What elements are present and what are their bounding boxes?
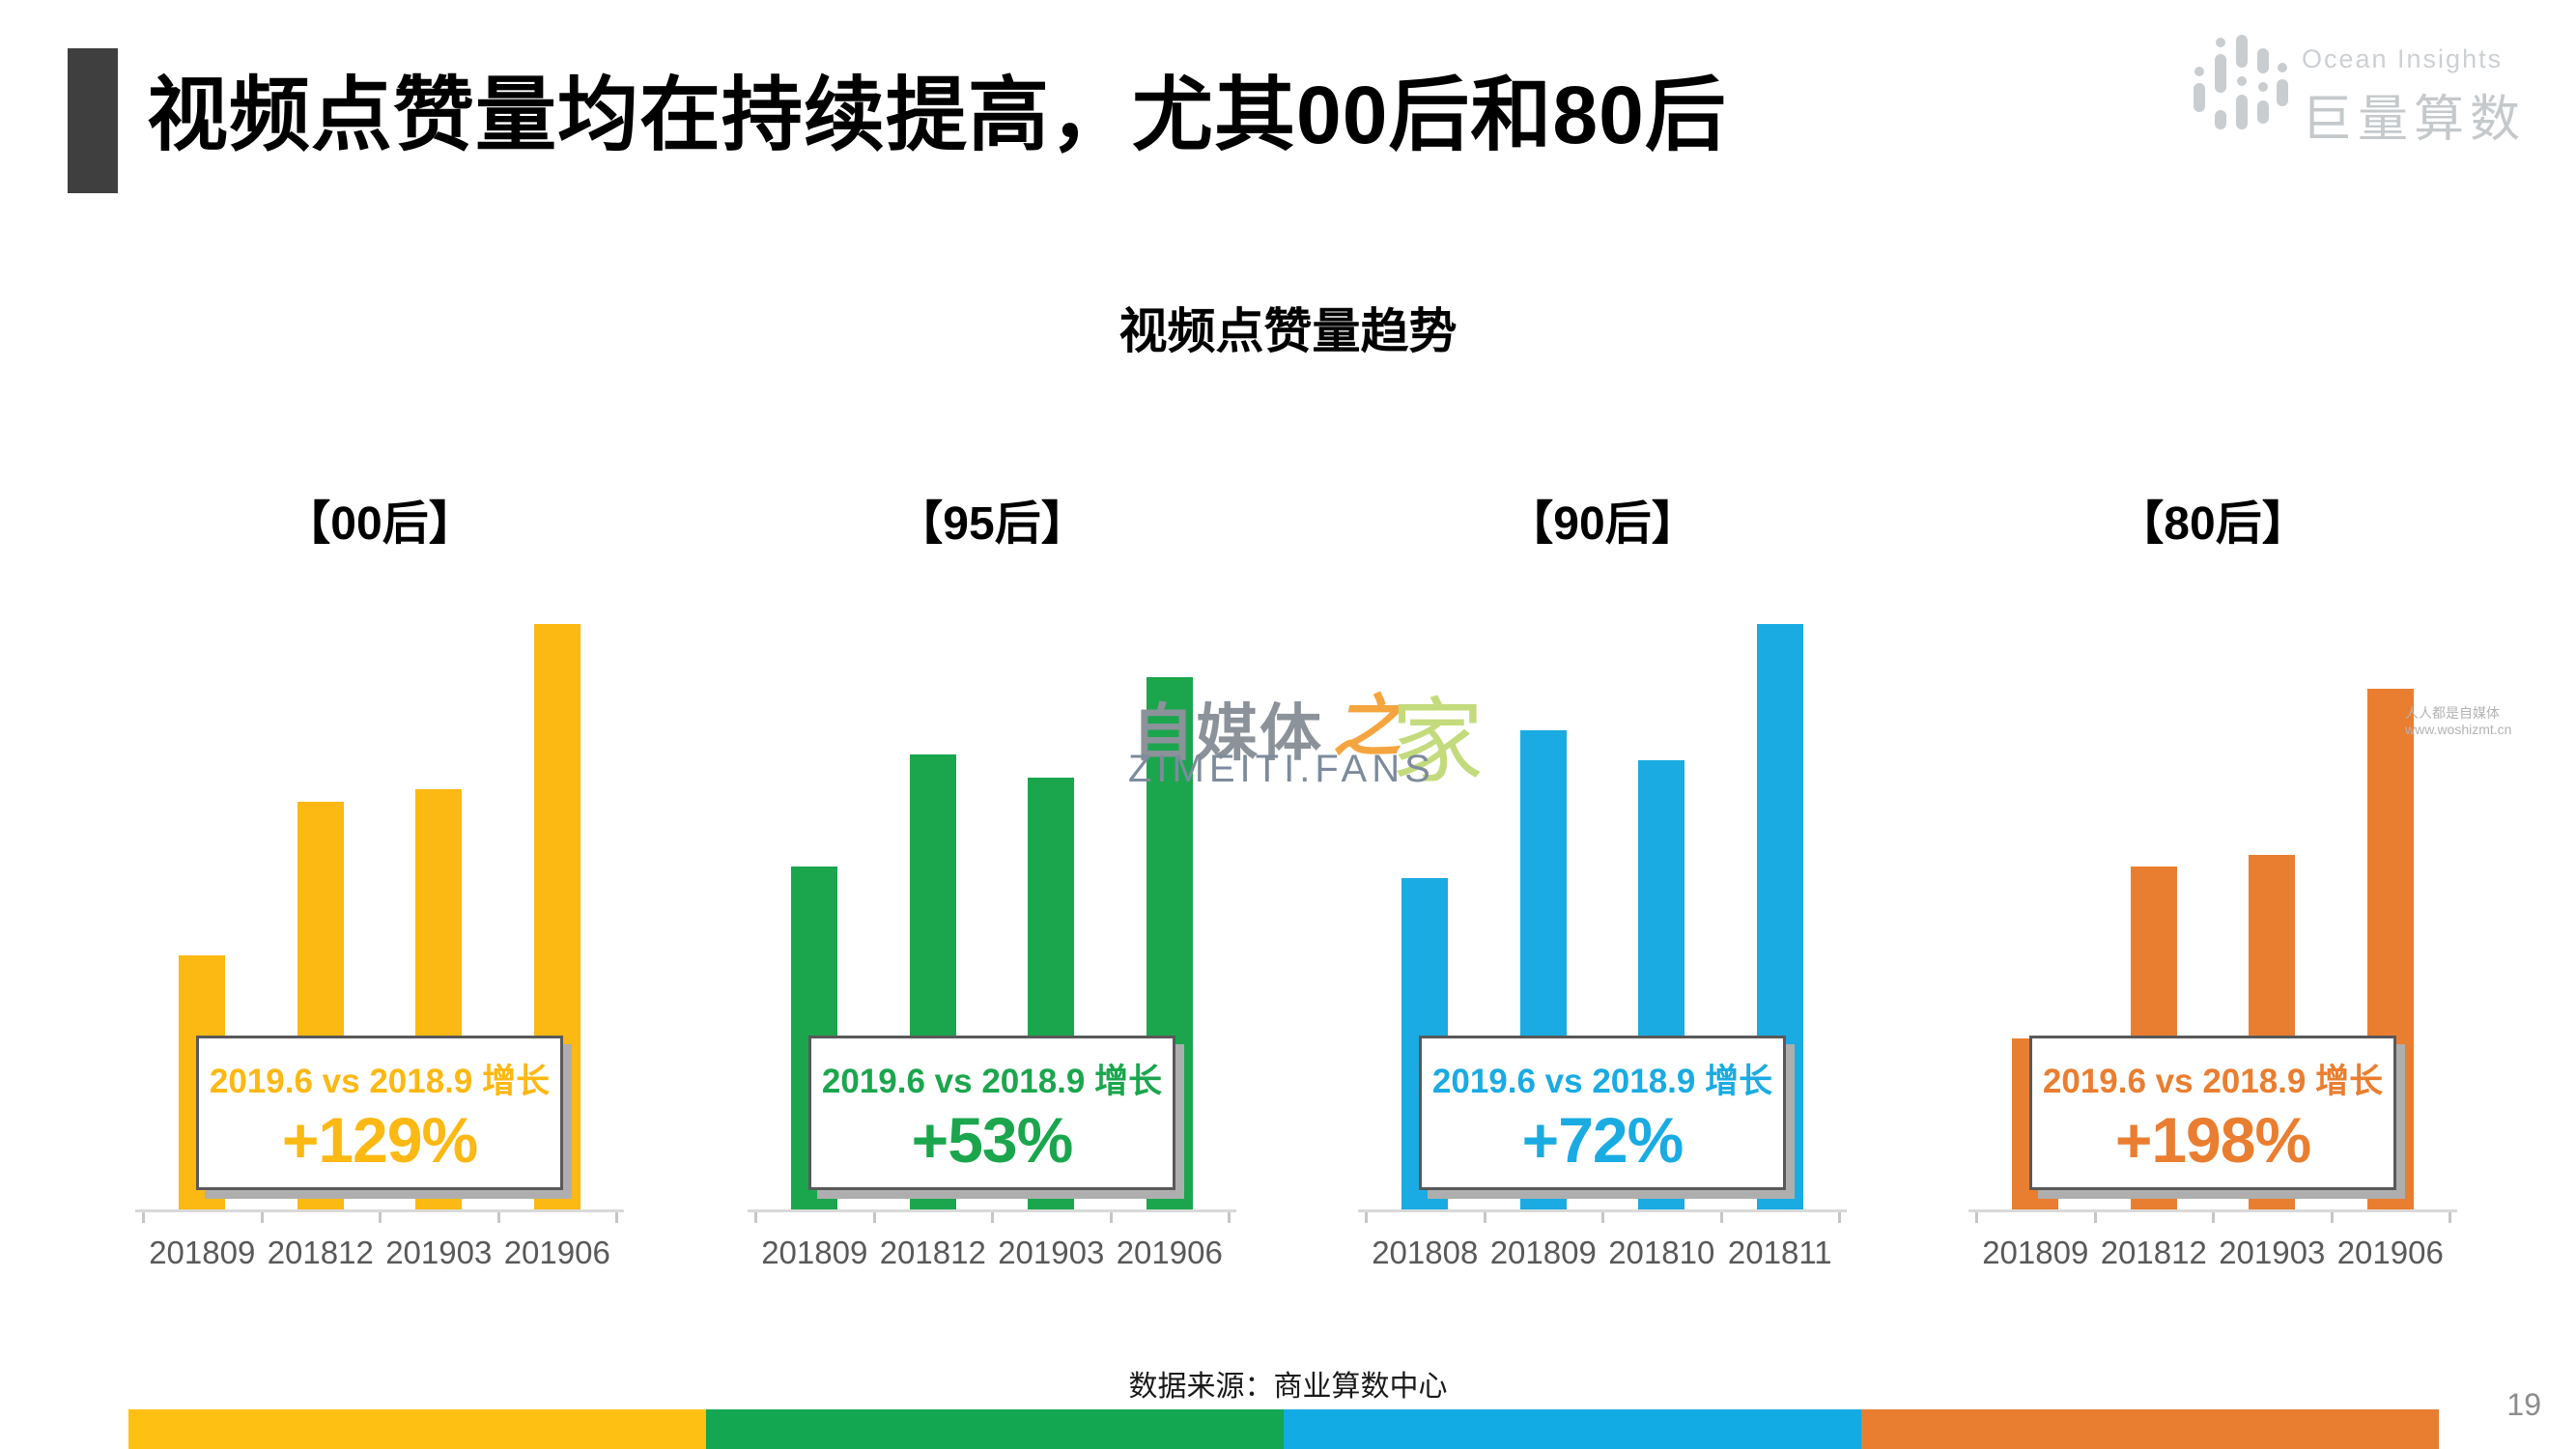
axis-tick (754, 1212, 757, 1223)
axis-tick (1483, 1212, 1486, 1223)
growth-callout: 2019.6 vs 2018.9 增长 +198% (2029, 1036, 2396, 1190)
data-source-note: 数据来源：商业算数中心 (1128, 1371, 1448, 1403)
x-label-201903: 201903 (998, 1235, 1105, 1270)
group-title: 【95后】 (896, 498, 1088, 550)
bottom-color-bar (128, 1409, 2439, 1449)
axis-tick (1719, 1212, 1723, 1223)
axis-tick (872, 1212, 876, 1223)
growth-value: +198% (2114, 1104, 2311, 1176)
growth-caption: 2019.6 vs 2018.9 增长 (2042, 1063, 2384, 1100)
growth-callout: 2019.6 vs 2018.9 增长 +129% (196, 1036, 563, 1190)
axis-tick (1228, 1212, 1231, 1223)
axis-tick (1365, 1212, 1368, 1223)
x-label-row: 201808 201809 201810 201811 (1366, 1235, 1839, 1271)
watermark-right: 人人都是自媒体 www.woshizmt.cn (2405, 705, 2511, 738)
growth-value: +53% (911, 1104, 1074, 1176)
x-label-row: 201809 201812 201903 201906 (755, 1235, 1229, 1271)
x-label-201906: 201906 (2336, 1235, 2444, 1270)
watermark-right-line1: 人人都是自媒体 (2405, 705, 2500, 721)
axis-tick (991, 1212, 994, 1223)
growth-caption: 2019.6 vs 2018.9 增长 (821, 1063, 1163, 1100)
x-label-201809: 201809 (761, 1235, 868, 1270)
logo-text: Ocean Insights 巨量算数 (2302, 27, 2526, 151)
plot-area: 2019.6 vs 2018.9 增长 +53% (755, 618, 1229, 1209)
bar-group-1: 【00后】 2019.6 vs 2018.9 增长 +129% 201809 20181… (135, 464, 624, 1294)
x-label-201809: 201809 (1982, 1235, 2089, 1270)
axis-tick (2093, 1212, 2097, 1223)
x-label-201906: 201906 (503, 1235, 610, 1270)
group-title: 【90后】 (1507, 498, 1698, 550)
x-label-201812: 201812 (267, 1235, 374, 1270)
growth-callout: 2019.6 vs 2018.9 增长 +53% (808, 1036, 1175, 1190)
growth-callout: 2019.6 vs 2018.9 增长 +72% (1419, 1036, 1786, 1190)
axis-tick (2449, 1212, 2451, 1223)
bottom-bar-segment-4 (1861, 1409, 2439, 1449)
x-label-201903: 201903 (385, 1235, 493, 1270)
x-label-201906: 201906 (1116, 1235, 1223, 1270)
watermark-right-line2: www.woshizmt.cn (2405, 721, 2512, 737)
logo-line2: 巨量算数 (2301, 92, 2526, 148)
bar-group-2: 【95后】 2019.6 vs 2018.9 增长 +53% 201809 201812… (748, 464, 1236, 1294)
x-label-row: 201809 201812 201903 201906 (1976, 1235, 2449, 1271)
title-accent-bar (68, 48, 118, 193)
group-title: 【80后】 (2117, 498, 2308, 550)
x-axis-line (1358, 1209, 1847, 1212)
page-number: 19 (2506, 1387, 2541, 1422)
axis-tick (2330, 1212, 2334, 1223)
x-label-201812: 201812 (2100, 1235, 2207, 1270)
axis-tick (1601, 1212, 1604, 1223)
axis-tick (1975, 1212, 1978, 1223)
logo-line1: Ocean Insights (2301, 44, 2504, 73)
ocean-insights-logo-icon (2193, 35, 2288, 129)
x-axis-line (135, 1209, 624, 1212)
bar-group-4: 【80后】 2019.6 vs 2018.9 增长 +198% 201809 20181… (1968, 464, 2457, 1294)
plot-area: 2019.6 vs 2018.9 增长 +198% (1976, 618, 2449, 1209)
growth-value: +129% (281, 1104, 478, 1176)
growth-caption: 2019.6 vs 2018.9 增长 (209, 1063, 551, 1100)
plot-area: 2019.6 vs 2018.9 增长 +72% (1366, 618, 1839, 1209)
ocean-insights-logo: Ocean Insights 巨量算数 (2190, 27, 2526, 151)
x-label-201809: 201809 (149, 1235, 256, 1270)
x-label-201808: 201808 (1372, 1235, 1479, 1270)
chart-title: 视频点赞量趋势 (1118, 304, 1458, 358)
bar-group-3: 【90后】 2019.6 vs 2018.9 增长 +72% 201808 201809… (1358, 464, 1847, 1294)
bottom-bar-segment-3 (1284, 1409, 1861, 1449)
growth-value: +72% (1521, 1104, 1684, 1176)
x-axis-line (748, 1209, 1236, 1212)
x-label-201812: 201812 (879, 1235, 986, 1270)
x-label-201811: 201811 (1727, 1235, 1832, 1270)
axis-tick (1109, 1212, 1113, 1223)
axis-tick (260, 1212, 264, 1223)
plot-area: 2019.6 vs 2018.9 增长 +129% (143, 618, 616, 1209)
growth-caption: 2019.6 vs 2018.9 增长 (1431, 1063, 1773, 1100)
group-title: 【00后】 (284, 498, 475, 550)
axis-tick (379, 1212, 382, 1223)
bottom-bar-segment-2 (706, 1409, 1284, 1449)
x-axis-line (1968, 1209, 2457, 1212)
axis-tick (2212, 1212, 2215, 1223)
x-label-row: 201809 201812 201903 201906 (143, 1235, 616, 1271)
page-title: 视频点赞量均在持续提高，尤其00后和80后 (147, 70, 1727, 160)
x-label-201809: 201809 (1489, 1235, 1597, 1270)
axis-tick (142, 1212, 145, 1223)
axis-tick (496, 1212, 500, 1223)
x-label-201810: 201810 (1608, 1235, 1715, 1270)
bottom-bar-segment-1 (128, 1409, 706, 1449)
axis-tick (615, 1212, 618, 1223)
axis-tick (1838, 1212, 1841, 1223)
x-label-201903: 201903 (2219, 1235, 2326, 1270)
